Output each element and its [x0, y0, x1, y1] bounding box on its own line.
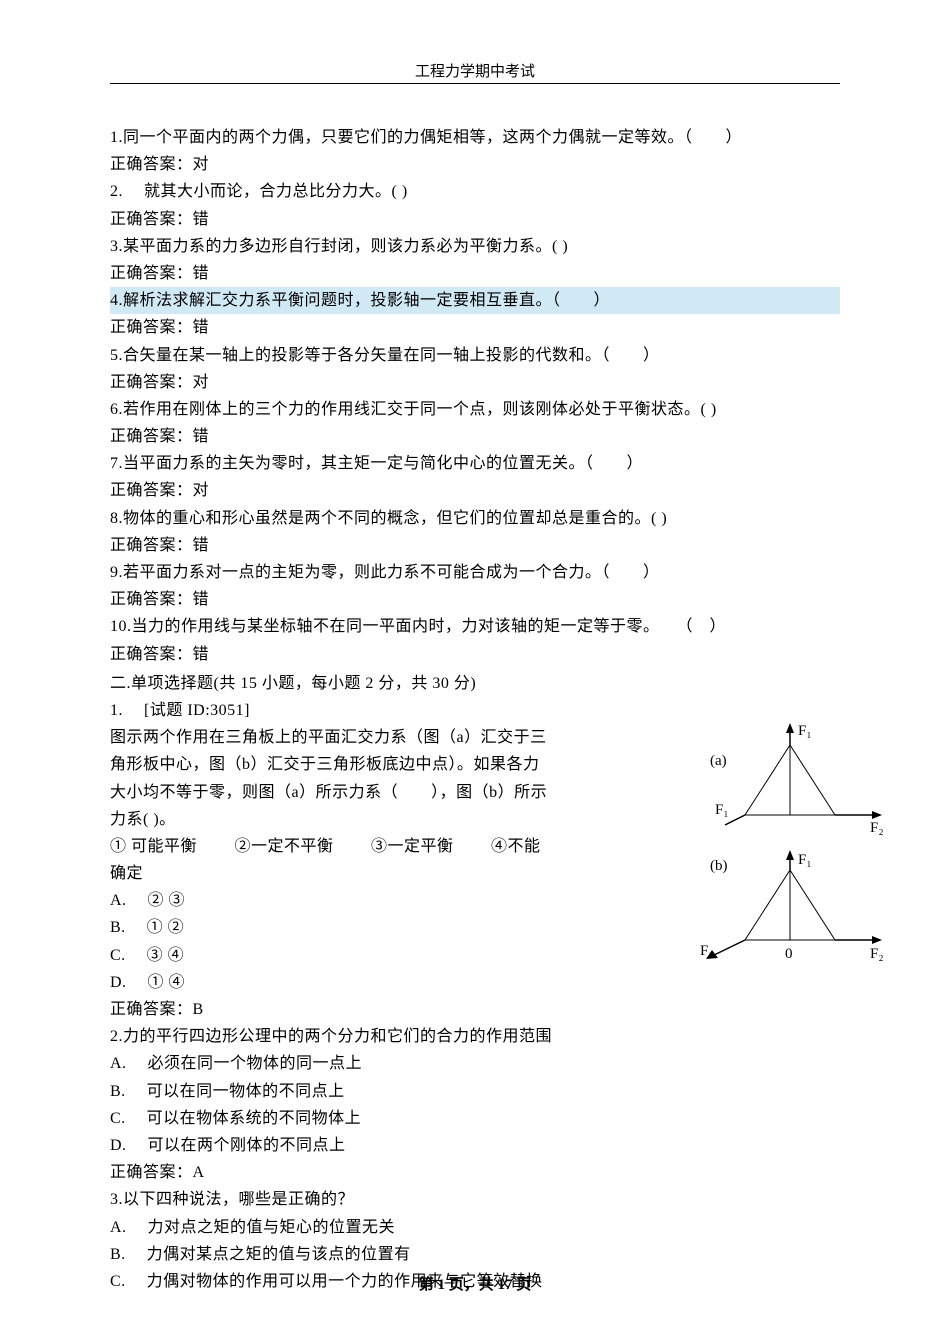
- mc3-A: A. 力对点之矩的值与矩心的位置无关: [110, 1214, 840, 1241]
- tf-q9: 9.若平面力系对一点的主矩为零，则此力系不可能合成为一个合力。（ ）: [110, 559, 840, 586]
- section-mc-title: 二.单项选择题(共 15 小题，每小题 2 分，共 30 分): [110, 670, 840, 697]
- diagram-a-F1top: F₁: [798, 723, 812, 739]
- mc1-opts2: 确定: [110, 860, 670, 887]
- tf-a4: 正确答案：错: [110, 314, 840, 341]
- mc1-body4: 力系( )。: [110, 806, 670, 833]
- tf-a2: 正确答案：错: [110, 206, 840, 233]
- diagram-area: (a) F₁ F₁ F₂ (b) F₁ F₁ 0 F₂: [690, 720, 890, 970]
- mc2-B: B. 可以在同一物体的不同点上: [110, 1078, 840, 1105]
- diagram-a: (a) F₁ F₁ F₂: [690, 720, 890, 840]
- diagram-b-O: 0: [785, 946, 793, 962]
- tf-a7: 正确答案：对: [110, 477, 840, 504]
- diagram-b-F1top: F₁: [798, 852, 812, 868]
- tf-a3: 正确答案：错: [110, 260, 840, 287]
- mc2-ans: 正确答案：A: [110, 1159, 840, 1186]
- mc1-D: D. ① ④: [110, 969, 840, 996]
- page-footer: 第 1 页，共 17 页: [0, 1273, 950, 1294]
- mc1-opts: ① 可能平衡 ②一定不平衡 ③一定平衡 ④不能: [110, 833, 670, 860]
- mc2-A: A. 必须在同一个物体的同一点上: [110, 1050, 840, 1077]
- tf-a1: 正确答案：对: [110, 151, 840, 178]
- diagram-a-label: (a): [710, 753, 727, 769]
- mc3-q: 3.以下四种说法，哪些是正确的？: [110, 1186, 840, 1213]
- tf-q8: 8.物体的重心和形心虽然是两个不同的概念，但它们的位置却总是重合的。( ): [110, 505, 840, 532]
- mc2-D: D. 可以在两个刚体的不同点上: [110, 1132, 840, 1159]
- diagram-b: (b) F₁ F₁ 0 F₂: [690, 850, 890, 970]
- mc2-C: C. 可以在物体系统的不同物体上: [110, 1105, 840, 1132]
- tf-q1: 1.同一个平面内的两个力偶，只要它们的力偶矩相等，这两个力偶就一定等效。（ ）: [110, 124, 840, 151]
- diagram-b-F1left: F₁: [700, 943, 714, 959]
- tf-a10: 正确答案：错: [110, 641, 840, 668]
- diagram-a-F1left: F₁: [715, 802, 729, 818]
- tf-a6: 正确答案：错: [110, 423, 840, 450]
- diagram-b-F2: F₂: [870, 946, 884, 962]
- mc3-B: B. 力偶对某点之矩的值与该点的位置有: [110, 1241, 840, 1268]
- tf-q4-highlighted: 4.解析法求解汇交力系平衡问题时，投影轴一定要相互垂直。（ ）: [110, 287, 840, 314]
- header-title: 工程力学期中考试: [110, 60, 840, 81]
- tf-a5: 正确答案：对: [110, 369, 840, 396]
- document-body: 1.同一个平面内的两个力偶，只要它们的力偶矩相等，这两个力偶就一定等效。（ ） …: [110, 124, 840, 1295]
- tf-a9: 正确答案：错: [110, 586, 840, 613]
- mc2-q: 2.力的平行四边形公理中的两个分力和它们的合力的作用范围: [110, 1023, 840, 1050]
- mc1-body1: 图示两个作用在三角板上的平面汇交力系（图（a）汇交于三: [110, 724, 670, 751]
- mc1-body3: 大小均不等于零，则图（a）所示力系（ ），图（b）所示: [110, 779, 670, 806]
- diagram-a-F2: F₂: [870, 820, 884, 836]
- tf-q7: 7.当平面力系的主矢为零时，其主矩一定与简化中心的位置无关。（ ）: [110, 450, 840, 477]
- tf-q5: 5.合矢量在某一轴上的投影等于各分矢量在同一轴上投影的代数和。（ ）: [110, 342, 840, 369]
- mc1-ans: 正确答案：B: [110, 996, 840, 1023]
- tf-a8: 正确答案：错: [110, 532, 840, 559]
- tf-q2: 2. 就其大小而论，合力总比分力大。( ): [110, 178, 840, 205]
- tf-q6: 6.若作用在刚体上的三个力的作用线汇交于同一个点，则该刚体必处于平衡状态。( ): [110, 396, 840, 423]
- tf-q3: 3.某平面力系的力多边形自行封闭，则该力系必为平衡力系。( ): [110, 233, 840, 260]
- mc1-body2: 角形板中心，图（b）汇交于三角形板底边中点）。如果各力: [110, 751, 670, 778]
- diagram-b-label: (b): [710, 858, 728, 874]
- tf-q10: 10.当力的作用线与某坐标轴不在同一平面内时，力对该轴的矩一定等于零。 （ ）: [110, 613, 840, 640]
- header-rule: [110, 83, 840, 84]
